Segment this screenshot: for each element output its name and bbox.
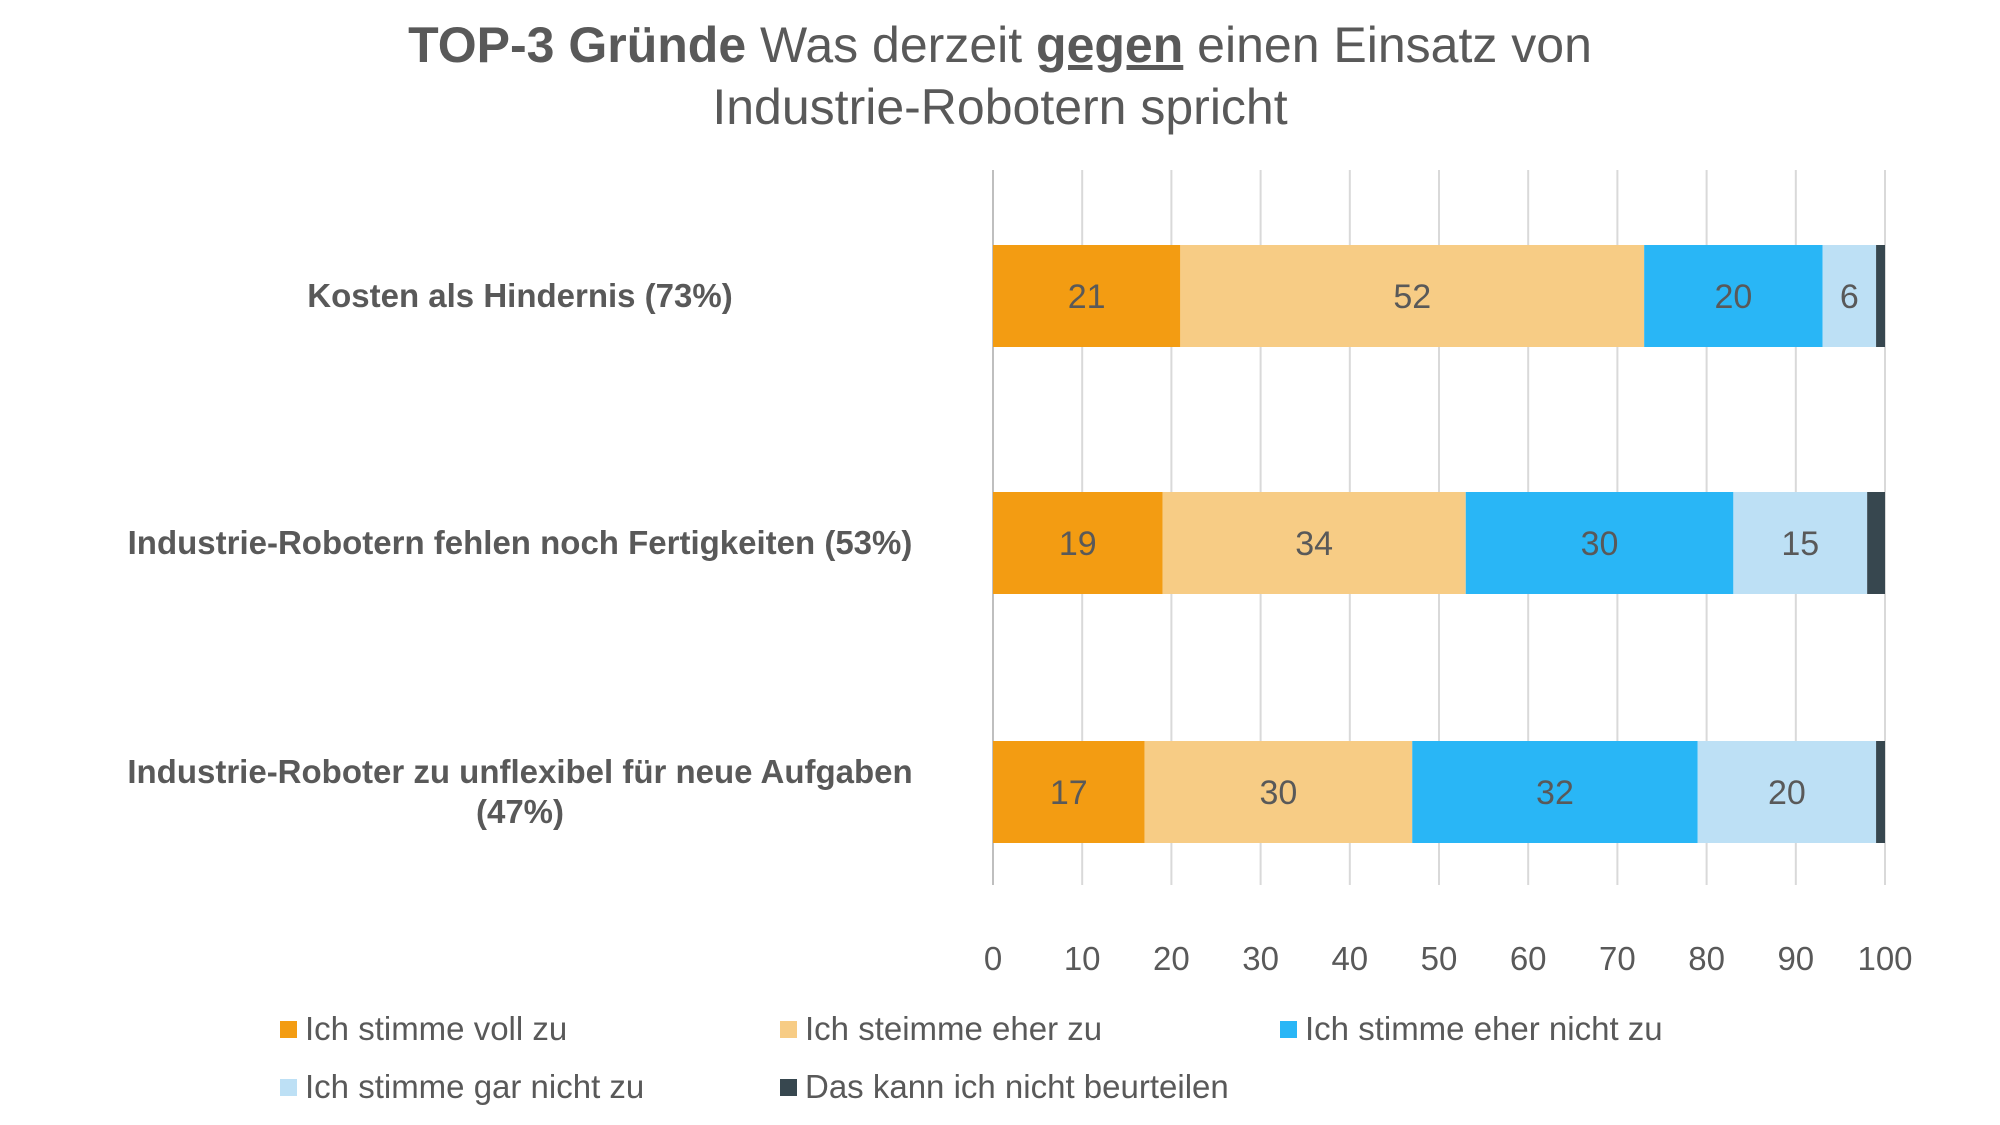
bar-segment-row3-series3 [1412,741,1698,843]
x-tick-label-60: 60 [1510,940,1547,977]
chart-title: TOP-3 Gründe Was derzeit gegen einen Ein… [0,14,2000,138]
data-label-row1-series4: 6 [1840,278,1859,316]
bar-segment-row2-series2 [1162,492,1466,594]
category-label-2: Industrie-Robotern fehlen noch Fertigkei… [70,523,970,563]
data-label-row2-series3: 30 [1581,525,1619,563]
x-tick-label-30: 30 [1242,940,1279,977]
bar-segment-row3-series2 [1144,741,1413,843]
legend-label-2: Ich steimme eher zu [805,1010,1103,1047]
bar-segment-row1-series1 [993,245,1181,347]
category-label-3-line-2: (47%) [475,793,565,830]
legend-item-3: Ich stimme eher nicht zu [1280,1010,1663,1048]
bar-segment-row2-series5 [1867,492,1885,594]
legend-item-5: Das kann ich nicht beurteilen [780,1068,1229,1106]
x-tick-label-20: 20 [1153,940,1190,977]
bar-segments [993,245,1885,843]
title-line-1: TOP-3 Gründe Was derzeit gegen einen Ein… [0,14,2000,76]
legend-swatch-3 [1280,1020,1297,1038]
legend-label-3: Ich stimme eher nicht zu [1305,1010,1663,1047]
x-tick-label-70: 70 [1599,940,1636,977]
data-label-row1-series1: 21 [1068,278,1106,316]
legend-item-1: Ich stimme voll zu [280,1010,567,1048]
legend-label-5: Das kann ich nicht beurteilen [805,1068,1229,1105]
bar-segment-row3-series5 [1876,741,1885,843]
category-label-2-line-1: Industrie-Robotern fehlen noch Fertigkei… [127,524,913,561]
category-label-3: Industrie-Roboter zu unflexibel für neue… [70,752,970,832]
legend-swatch-2 [780,1020,797,1038]
data-label-row3-series2: 30 [1260,774,1298,812]
category-label-1: Kosten als Hindernis (73%) [70,276,970,316]
bar-segment-row2-series1 [993,492,1163,594]
bar-segment-row1-series3 [1644,245,1823,347]
bar-segment-row1-series5 [1876,245,1885,347]
title-bold-part: TOP-3 Gründe [408,17,747,73]
legend-item-4: Ich stimme gar nicht zu [280,1068,644,1106]
category-label-1-line-1: Kosten als Hindernis (73%) [307,277,733,314]
x-tick-label-90: 90 [1777,940,1814,977]
data-label-row3-series1: 17 [1050,774,1088,812]
bar-segment-row3-series1 [993,741,1145,843]
x-tick-label-50: 50 [1421,940,1458,977]
category-label-3-line-1: Industrie-Roboter zu unflexibel für neue… [127,753,913,790]
x-tick-label-0: 0 [984,940,1002,977]
x-tick-label-10: 10 [1064,940,1101,977]
x-axis-tick-labels: 0 10 20 30 40 50 60 70 80 90 100 [984,940,1913,977]
data-label-row3-series4: 20 [1768,774,1806,812]
legend-label-4: Ich stimme gar nicht zu [305,1068,645,1105]
title-line-2: Industrie-Robotern spricht [712,79,1288,135]
legend-swatch-4 [280,1078,297,1096]
bar-segment-row3-series4 [1697,741,1877,843]
title-text-after-emphasis: einen Einsatz von [1183,17,1592,73]
title-emphasis: gegen [1036,17,1184,73]
x-tick-label-40: 40 [1331,940,1368,977]
legend-label-1: Ich stimme voll zu [305,1010,568,1047]
data-label-row2-series1: 19 [1059,525,1097,563]
data-label-row1-series3: 20 [1714,278,1752,316]
bar-segment-row1-series4 [1822,245,1877,347]
bar-segment-row2-series4 [1733,492,1868,594]
data-label-row2-series4: 15 [1781,525,1819,563]
bar-segment-row1-series2 [1180,245,1645,347]
legend-swatch-1 [280,1020,297,1038]
data-label-row1-series2: 52 [1393,278,1431,316]
legend-item-2: Ich steimme eher zu [780,1010,1102,1048]
bar-data-labels: 21 52 20 6 19 34 30 15 17 30 32 20 [1050,278,1859,812]
data-label-row3-series3: 32 [1536,774,1574,812]
data-label-row2-series2: 34 [1295,525,1333,563]
bar-segment-row2-series3 [1465,492,1734,594]
x-tick-label-100: 100 [1857,940,1912,977]
title-text-before-emphasis: Was derzeit [746,17,1037,73]
legend-swatch-5 [780,1078,797,1096]
x-tick-label-80: 80 [1688,940,1725,977]
